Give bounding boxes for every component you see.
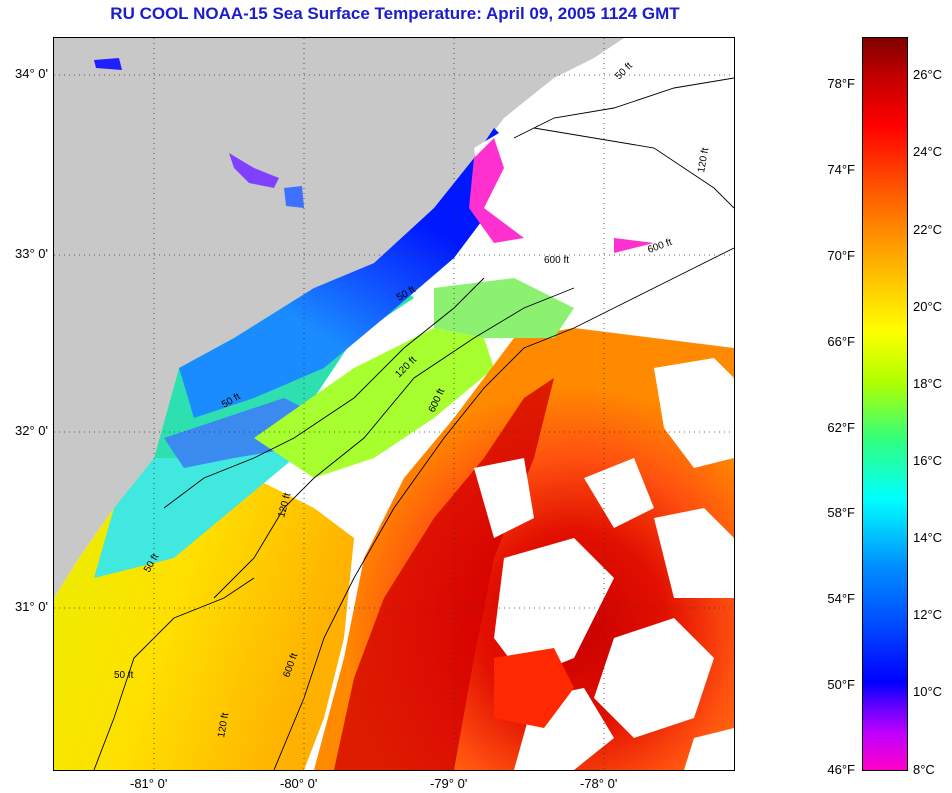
temperature-colorbar: [862, 37, 908, 771]
colorbar-f-label: 58°F: [827, 505, 855, 520]
contour-label: 600 ft: [544, 255, 569, 266]
magenta-edge: [469, 138, 524, 243]
colorbar-f-label: 50°F: [827, 677, 855, 692]
sst-map[interactable]: 50 ft 50 ft 50 ft 50 ft 50 ft 120 ft 120…: [53, 37, 735, 771]
contour-label: 120 ft: [696, 147, 711, 174]
lat-label: 32° 0': [15, 423, 48, 438]
sst-map-canvas: 50 ft 50 ft 50 ft 50 ft 50 ft 120 ft 120…: [54, 38, 734, 770]
cold-patch: [164, 398, 324, 468]
lat-label: 33° 0': [15, 246, 48, 261]
warm-eddy: [494, 648, 574, 728]
cloud-patch: [654, 508, 734, 598]
colorbar-c-label: 8°C: [913, 762, 935, 777]
lon-label: -81° 0': [130, 776, 168, 791]
lon-label: -80° 0': [280, 776, 318, 791]
contour-line-north: [533, 127, 734, 209]
inland-blob: [94, 58, 122, 70]
lon-label: -79° 0': [430, 776, 468, 791]
inland-blob: [229, 153, 279, 188]
cold-coastal-water: [179, 128, 514, 418]
colorbar-c-label: 16°C: [913, 453, 943, 468]
colorbar-f-label: 74°F: [827, 162, 855, 177]
colorbar-c-label: 26°C: [913, 67, 943, 82]
cloud-patch: [474, 458, 534, 538]
colorbar-f-label: 62°F: [827, 420, 855, 435]
contour-line-120ft: [213, 287, 575, 599]
contour-label: 50 ft: [114, 670, 134, 681]
cloud-patch: [524, 218, 734, 338]
colorbar-f-label: 46°F: [827, 762, 855, 777]
contour-line-50ft: [163, 277, 485, 509]
colorbar-c-label: 24°C: [913, 144, 943, 159]
page-title: RU COOL NOAA-15 Sea Surface Temperature:…: [110, 4, 680, 23]
colorbar-c-label: 20°C: [913, 299, 943, 314]
colorbar-c-label: 18°C: [913, 376, 943, 391]
cloud-patch: [594, 618, 714, 738]
contour-line-600ft: [273, 247, 734, 770]
colorbar-c-label: 22°C: [913, 222, 943, 237]
colorbar-f-label: 70°F: [827, 248, 855, 263]
graticule: [54, 38, 734, 770]
colorbar-f-label: 66°F: [827, 334, 855, 349]
lat-label: 34° 0': [15, 66, 48, 81]
cloud-patch: [654, 358, 734, 468]
lon-label: -78° 0': [580, 776, 618, 791]
inland-blob: [284, 186, 304, 208]
colorbar-c-label: 10°C: [913, 684, 943, 699]
midshelf-water: [254, 328, 494, 478]
north-cloud: [474, 108, 674, 238]
cloud-patch: [584, 458, 654, 528]
colorbar-f-label: 78°F: [827, 76, 855, 91]
contour-line-north: [513, 77, 734, 139]
contour-label: 120 ft: [216, 712, 231, 739]
colorbar-f-label: 54°F: [827, 591, 855, 606]
colorbar-c-label: 12°C: [913, 607, 943, 622]
cyan-band: [94, 438, 294, 578]
lat-label: 31° 0': [15, 599, 48, 614]
colorbar-c-label: 14°C: [913, 530, 943, 545]
cloud-patch: [684, 728, 734, 770]
